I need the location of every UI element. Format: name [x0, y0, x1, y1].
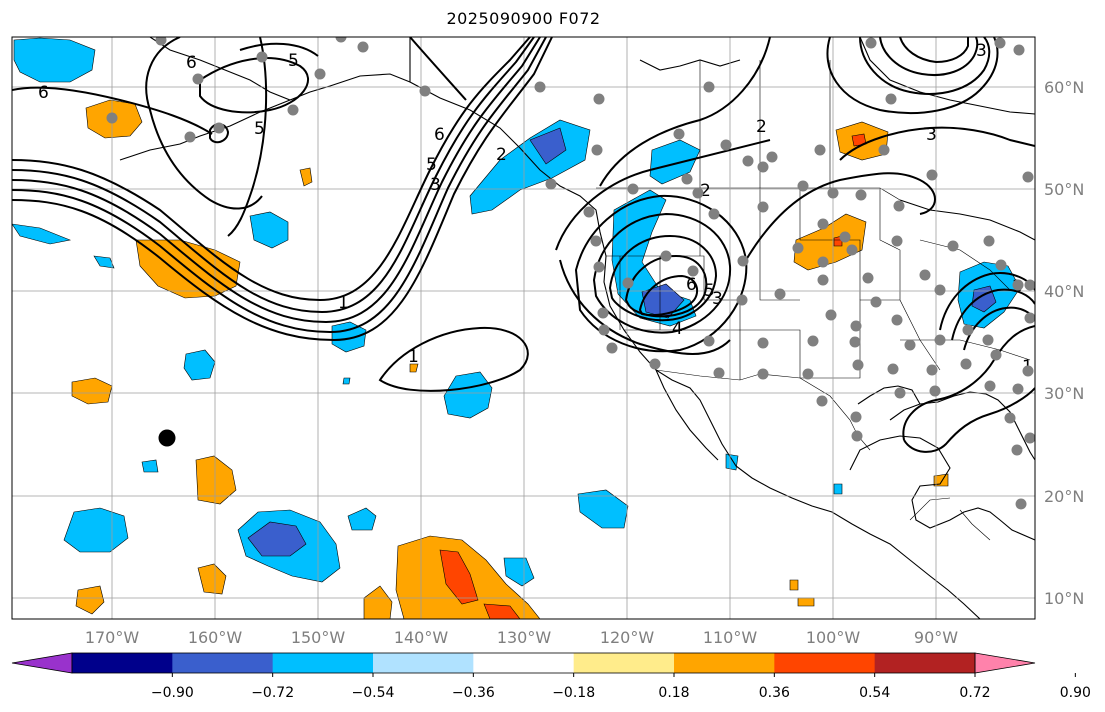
contour-label: 6	[434, 125, 445, 145]
colorbar-tick-label: 0.18	[658, 685, 689, 701]
colorbar-swatch	[473, 653, 575, 673]
station-dots	[106, 37, 1035, 510]
contour-label: 5	[254, 119, 265, 139]
colorbar-swatch	[72, 653, 173, 673]
map-content: 6 6 5 5 6 5 3 2 2 1 1 1 3 3 6 5 4 3 3 2	[12, 37, 1035, 619]
contour-label: 3	[430, 175, 441, 195]
colorbar-extend-low	[11, 652, 73, 674]
colorbar-swatch	[774, 653, 876, 673]
contour-label: 2	[756, 117, 767, 137]
colorbar-tick-label: 0.72	[959, 685, 990, 701]
lat-label: 60°N	[1044, 78, 1084, 97]
colorbar-tick-label: −0.18	[552, 685, 595, 701]
colorbar-frame	[71, 652, 976, 674]
colorbar-swatch	[373, 653, 474, 673]
graticule	[12, 37, 1035, 619]
lat-label: 20°N	[1044, 487, 1084, 506]
lat-labels: 60°N 50°N 40°N 30°N 20°N 10°N	[1044, 78, 1084, 608]
colorbar-tick-label: −0.54	[352, 685, 395, 701]
lon-label: 170°W	[85, 628, 140, 647]
contour-label: 3	[976, 41, 987, 61]
contour-label: 3	[712, 289, 723, 309]
lon-label: 110°W	[703, 628, 758, 647]
contour-label: 2	[496, 145, 507, 165]
lat-label: 30°N	[1044, 384, 1084, 403]
contour-label: 6	[38, 83, 49, 103]
colorbar: −0.90 −0.72 −0.54 −0.36 −0.18 0.18 0.36 0.54 0.7…	[11, 652, 1091, 701]
colorbar-swatch	[172, 653, 274, 673]
lon-labels: 170°W 160°W 150°W 140°W 130°W 120°W 110°…	[85, 628, 958, 647]
contour-labels: 6 6 5 5 6 5 3 2 2 1 1 1 3 3 6 5 4 3 3 2	[38, 41, 1033, 377]
contour-label: 6	[686, 275, 697, 295]
colorbar-swatch	[674, 653, 775, 673]
contour-label: 1	[408, 347, 419, 367]
lon-label: 160°W	[188, 628, 243, 647]
lat-label: 40°N	[1044, 282, 1084, 301]
lat-label: 50°N	[1044, 180, 1084, 199]
lon-label: 150°W	[291, 628, 346, 647]
contour-label: 6	[186, 53, 197, 73]
lon-label: 100°W	[806, 628, 861, 647]
figure-title: 2025090900 F072	[446, 9, 601, 28]
lon-label: 90°W	[914, 628, 958, 647]
contour-label: 5	[288, 51, 299, 71]
colorbar-tick-label: 0.90	[1060, 685, 1091, 701]
contour-label: 4	[672, 319, 683, 339]
contour-label: 5	[426, 155, 437, 175]
contour-label: 1	[338, 293, 349, 313]
contour-label: 5	[704, 281, 715, 301]
contour-label: 3	[926, 125, 937, 145]
lat-label: 10°N	[1044, 589, 1084, 608]
coastlines	[119, 37, 1035, 619]
colorbar-swatch	[573, 653, 675, 673]
colorbar-tick-label: −0.90	[151, 685, 194, 701]
contour-label: 2	[700, 181, 711, 201]
colorbar-extend-high	[974, 652, 1036, 674]
lon-label: 120°W	[600, 628, 655, 647]
colorbar-swatch	[272, 653, 374, 673]
colorbar-tick-label: 0.54	[859, 685, 890, 701]
colorbar-tick-label: 0.36	[759, 685, 790, 701]
colorbar-swatch	[874, 653, 976, 673]
map-frame	[11, 36, 1036, 620]
contour-lines	[12, 37, 1035, 453]
lon-label: 130°W	[497, 628, 552, 647]
colorbar-tick-label: −0.72	[251, 685, 294, 701]
highlight-marker	[158, 429, 176, 447]
colorbar-tick-label: −0.36	[452, 685, 495, 701]
lon-label: 140°W	[394, 628, 449, 647]
